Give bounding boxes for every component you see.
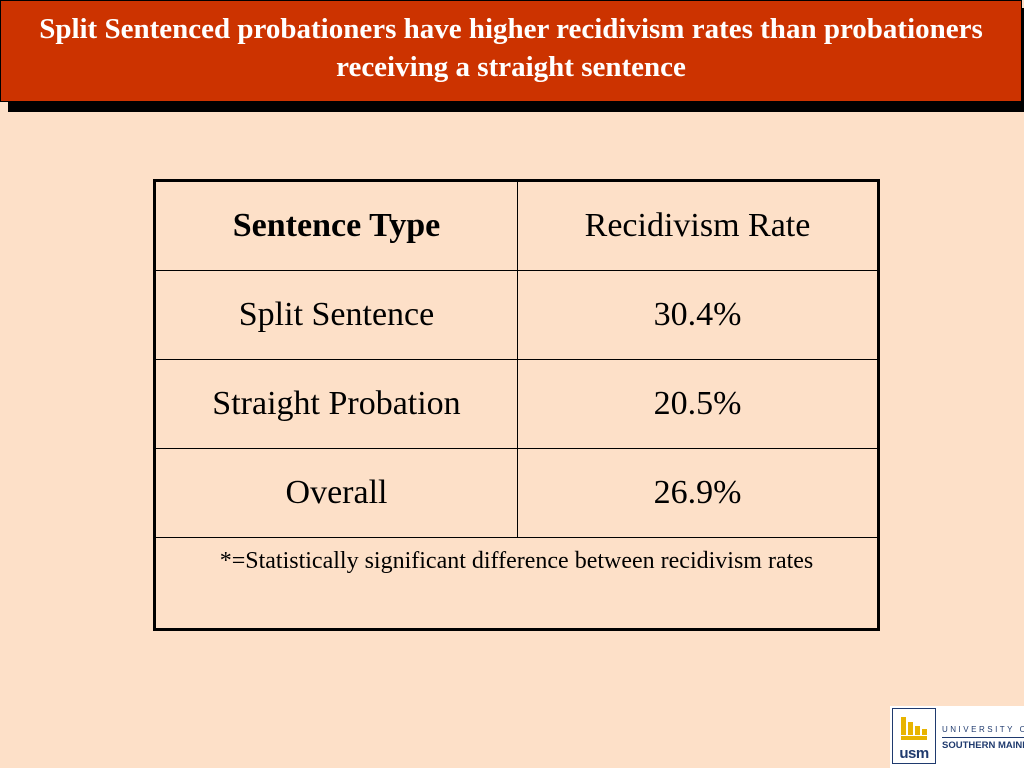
table-header-row: Sentence Type Recidivism Rate (154, 180, 879, 271)
row-sentence-type: Overall (154, 448, 518, 538)
row-recidivism-rate: 20.5% (517, 359, 879, 449)
usm-flame-icon (901, 717, 927, 740)
table-row: Overall 26.9% (154, 448, 879, 538)
row-sentence-type: Straight Probation (154, 359, 518, 449)
slide-title: Split Sentenced probationers have higher… (39, 13, 983, 83)
row-recidivism-rate: 30.4% (517, 270, 879, 360)
title-bar: Split Sentenced probationers have higher… (0, 0, 1024, 112)
table-footnote: *=Statistically significant difference b… (154, 537, 879, 630)
table-row: Straight Probation 20.5% (154, 359, 879, 449)
row-sentence-type: Split Sentence (154, 270, 518, 360)
title-box: Split Sentenced probationers have higher… (0, 0, 1022, 102)
recidivism-table: Sentence Type Recidivism Rate Split Sent… (153, 179, 880, 631)
header-sentence-type: Sentence Type (154, 180, 518, 271)
table-note-row: *=Statistically significant difference b… (154, 537, 879, 630)
logo-divider (942, 737, 1024, 738)
header-recidivism-rate: Recidivism Rate (517, 180, 879, 271)
logo-university-text: UNIVERSITY OF (942, 725, 1024, 734)
logo-usm-text: usm (899, 745, 929, 762)
logo-mark: usm (892, 708, 936, 764)
row-recidivism-rate: 26.9% (517, 448, 879, 538)
logo-name-text: SOUTHERN MAINE (942, 740, 1024, 751)
table-row: Split Sentence 30.4% (154, 270, 879, 360)
usm-logo: usm UNIVERSITY OF SOUTHERN MAINE (890, 706, 1024, 768)
